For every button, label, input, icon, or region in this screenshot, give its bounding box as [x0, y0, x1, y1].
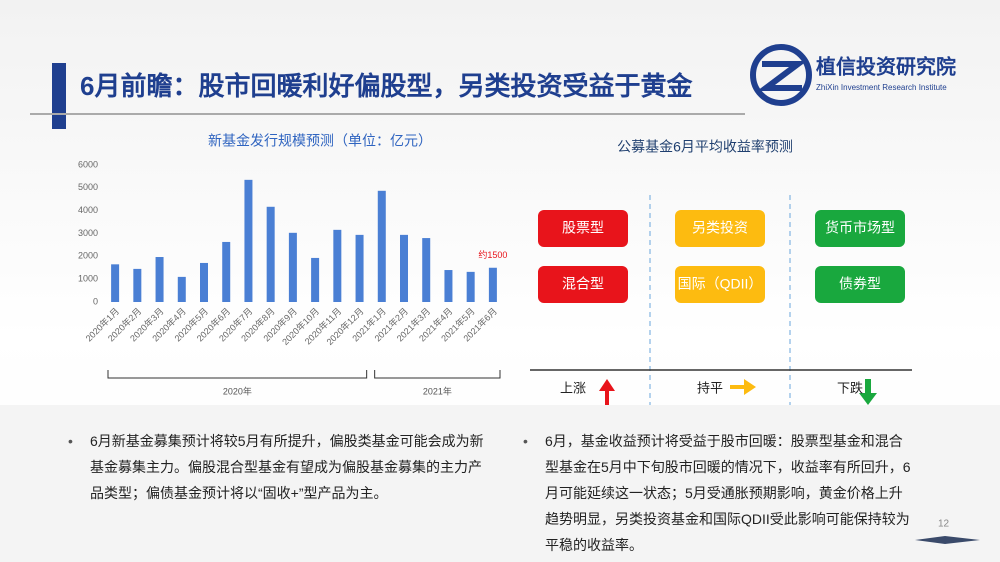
y-tick-label: 5000	[78, 182, 98, 192]
bar	[288, 232, 297, 302]
bullet-text: 6月新基金募集预计将较5月有所提升，偏股类基金可能会成为新基金募集主力。偏股混合…	[68, 428, 495, 506]
bar	[111, 264, 120, 302]
category-label: 混合型	[562, 276, 604, 292]
bar	[244, 179, 253, 302]
diagram-title: 公募基金6月平均收益率预测	[617, 139, 793, 155]
y-tick-label: 1000	[78, 274, 98, 284]
bar	[377, 190, 386, 302]
category-label: 债券型	[839, 276, 881, 292]
bar	[177, 276, 186, 302]
up-arrow	[599, 379, 615, 405]
bar	[155, 257, 164, 302]
logo-name: 植信投资研究院	[816, 54, 956, 78]
bar	[488, 267, 497, 302]
group-label: 2021年	[423, 385, 452, 396]
bar	[266, 206, 275, 302]
slide-title: 6月前瞻：股市回暖利好偏股型，另类投资受益于黄金	[80, 71, 693, 101]
bar	[222, 241, 231, 302]
title-bar	[52, 63, 66, 129]
group-bracket	[374, 370, 501, 379]
bar	[422, 238, 431, 302]
y-tick-label: 6000	[78, 159, 98, 169]
bar	[355, 234, 364, 302]
y-tick-label: 3000	[78, 228, 98, 238]
category-box	[538, 210, 628, 247]
trend-label: 上涨	[560, 380, 586, 395]
bar	[133, 268, 142, 302]
bullet-text: 6月，基金收益预计将受益于股市回暖：股票型基金和混合型基金在5月中下旬股市回暖的…	[523, 428, 915, 558]
category-box	[538, 266, 628, 303]
y-tick-label: 0	[93, 296, 98, 306]
category-box	[675, 266, 765, 303]
category-label: 股票型	[562, 220, 604, 236]
category-label: 国际（QDII）	[678, 276, 763, 292]
value-label: 约1500	[478, 249, 507, 260]
group-bracket	[107, 370, 368, 379]
bar	[311, 257, 320, 302]
category-box	[675, 210, 765, 247]
category-label: 另类投资	[692, 220, 748, 236]
bar	[200, 262, 208, 302]
trend-label: 下跌	[837, 380, 863, 395]
logo-subtitle: ZhiXin Investment Research Institute	[816, 83, 947, 92]
chart-title: 新基金发行规模预测（单位：亿元）	[208, 133, 432, 149]
bar	[333, 229, 342, 302]
bar	[466, 271, 475, 302]
logo-mark	[757, 61, 807, 91]
bar	[400, 234, 408, 302]
group-label: 2020年	[223, 385, 252, 396]
down-arrow	[859, 379, 877, 405]
plane-icon	[915, 536, 980, 544]
bar	[444, 270, 453, 302]
y-tick-label: 4000	[78, 205, 98, 215]
page-number: 12	[938, 519, 950, 530]
y-tick-label: 2000	[78, 251, 98, 261]
logo-icon	[750, 44, 812, 106]
trend-label: 持平	[697, 380, 723, 395]
category-box	[815, 266, 905, 303]
right-arrow	[730, 379, 756, 395]
category-box	[815, 210, 905, 247]
category-label: 货币市场型	[825, 220, 895, 236]
